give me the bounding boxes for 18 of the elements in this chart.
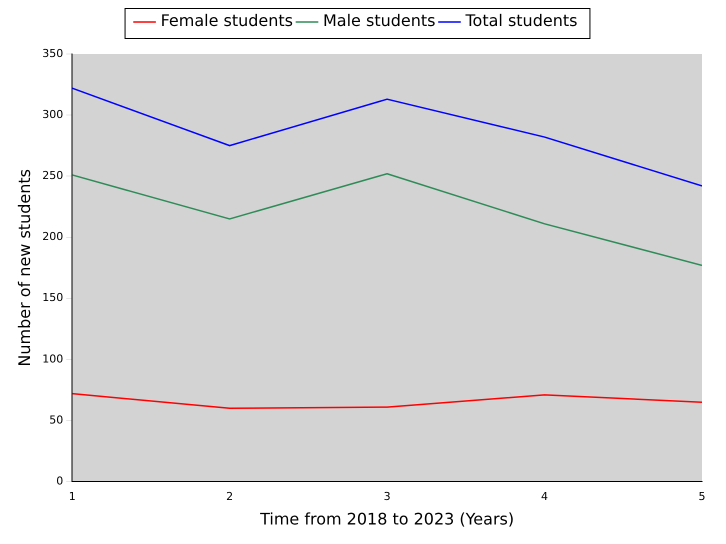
legend-label: Male students <box>323 11 436 30</box>
y-tick-label: 300 <box>42 108 64 121</box>
x-tick-label: 3 <box>384 490 391 504</box>
y-tick-label: 0 <box>56 474 64 488</box>
y-axis-title: Number of new students <box>14 169 34 367</box>
y-tick-label: 100 <box>42 352 64 366</box>
x-tick-label: 2 <box>226 490 234 504</box>
x-tick-label: 4 <box>541 490 548 504</box>
x-tick-label: 1 <box>68 490 76 504</box>
y-tick-label: 150 <box>42 291 64 304</box>
legend-label: Total students <box>464 11 578 30</box>
y-tick-label: 200 <box>42 230 64 244</box>
x-axis-title: Time from 2018 to 2023 (Years) <box>259 510 514 529</box>
y-tick-label: 50 <box>49 413 64 426</box>
legend-label: Female students <box>160 11 293 30</box>
x-tick-label: 5 <box>698 490 706 504</box>
y-tick-label: 350 <box>42 46 64 60</box>
y-tick-label: 250 <box>42 169 64 182</box>
